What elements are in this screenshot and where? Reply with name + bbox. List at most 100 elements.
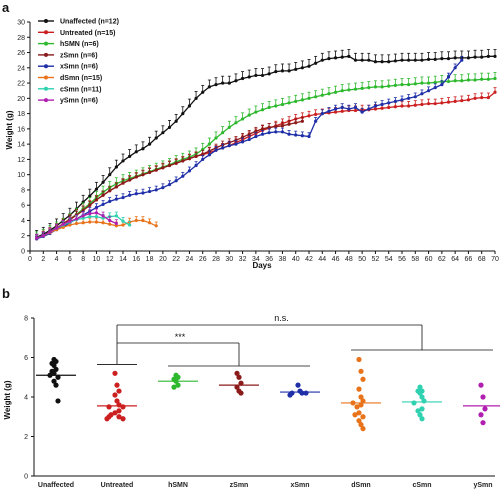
data-point: [53, 382, 59, 388]
data-point: [380, 106, 384, 110]
y-tick-label: 4: [24, 395, 28, 402]
data-point: [473, 78, 477, 82]
data-point: [108, 173, 112, 177]
data-point: [147, 189, 152, 194]
data-point: [175, 374, 181, 380]
data-point: [299, 390, 305, 396]
data-point: [314, 119, 318, 123]
series-unaffected: [35, 49, 497, 239]
data-point: [247, 113, 251, 117]
data-point: [236, 374, 242, 380]
legend-entry: xSmn (n=6): [38, 64, 98, 71]
x-tick-label: 54: [385, 256, 393, 263]
data-point: [387, 84, 391, 88]
data-point: [295, 382, 301, 388]
data-point: [274, 124, 278, 129]
data-point: [247, 132, 251, 136]
y-tick-label: 22: [17, 81, 25, 88]
data-point: [106, 404, 112, 410]
data-point: [141, 218, 145, 223]
y-tick-label: 26: [17, 50, 25, 57]
data-point: [453, 99, 457, 103]
legend-label: xSmn (n=6): [60, 64, 98, 71]
data-point: [287, 69, 291, 73]
data-point: [221, 81, 225, 85]
data-point: [433, 57, 437, 62]
data-point: [61, 225, 65, 229]
data-point: [373, 85, 378, 89]
legend-label: hSMN (n=6): [60, 41, 99, 48]
legend-label: Untreated (n=15): [60, 30, 115, 37]
data-point: [453, 56, 457, 60]
data-point: [453, 66, 457, 70]
data-point: [493, 76, 497, 81]
y-tick-label: 24: [17, 65, 25, 72]
series-line: [36, 55, 495, 238]
data-point: [493, 90, 497, 94]
data-point: [419, 394, 425, 400]
data-point: [387, 60, 391, 64]
x-tick-label: 38: [279, 256, 287, 263]
data-point: [128, 223, 132, 227]
data-point: [201, 152, 205, 156]
data-point: [254, 73, 258, 78]
legend-swatch-marker: [44, 86, 48, 91]
data-point: [433, 80, 437, 84]
data-point: [260, 132, 265, 136]
data-point: [94, 211, 99, 215]
category-label: Unaffected: [38, 482, 74, 489]
line-series-group: [35, 49, 497, 241]
data-point: [347, 88, 351, 92]
data-point: [420, 102, 424, 107]
data-point: [240, 117, 245, 121]
data-point: [413, 103, 417, 107]
data-point: [101, 193, 105, 197]
data-point: [121, 159, 125, 163]
data-point: [260, 108, 265, 112]
x-tick-label: 34: [252, 256, 260, 263]
data-point: [254, 129, 258, 133]
data-point: [194, 154, 198, 158]
data-point: [421, 398, 427, 404]
data-point: [473, 96, 477, 100]
data-point: [420, 58, 424, 62]
data-point: [358, 394, 364, 400]
category-label: cSmn: [412, 482, 431, 489]
x-tick-label: 50: [358, 256, 366, 263]
legend-entry: ySmn (n=6): [38, 98, 98, 105]
data-point: [320, 58, 324, 62]
data-point: [108, 218, 112, 223]
y-tick-label: 8: [21, 187, 25, 194]
data-point: [300, 134, 304, 138]
data-point: [393, 83, 397, 87]
data-point: [294, 67, 298, 71]
data-point: [104, 416, 110, 422]
data-point: [116, 388, 122, 394]
data-point: [101, 180, 105, 184]
data-point: [407, 96, 411, 100]
data-point: [234, 384, 240, 390]
data-point: [486, 54, 490, 58]
data-point: [446, 57, 451, 61]
data-point: [347, 54, 351, 58]
data-point: [360, 58, 364, 62]
data-point: [300, 119, 304, 123]
legend-label: ySmn (n=6): [60, 98, 98, 105]
data-point: [380, 102, 384, 107]
data-point: [417, 384, 423, 390]
data-point: [114, 398, 120, 404]
legend-label: dSmn (n=15): [60, 75, 102, 82]
data-point: [94, 198, 99, 202]
category-label: hSMN: [168, 482, 188, 489]
category-label: ySmn: [473, 482, 492, 489]
data-point: [486, 95, 490, 100]
data-point: [147, 170, 152, 174]
x-tick-label: 64: [451, 256, 459, 263]
data-point: [358, 422, 364, 428]
data-point: [187, 104, 192, 108]
data-point: [354, 404, 360, 410]
data-point: [74, 217, 79, 221]
data-point: [41, 234, 45, 238]
x-tick-label: 24: [186, 256, 194, 263]
